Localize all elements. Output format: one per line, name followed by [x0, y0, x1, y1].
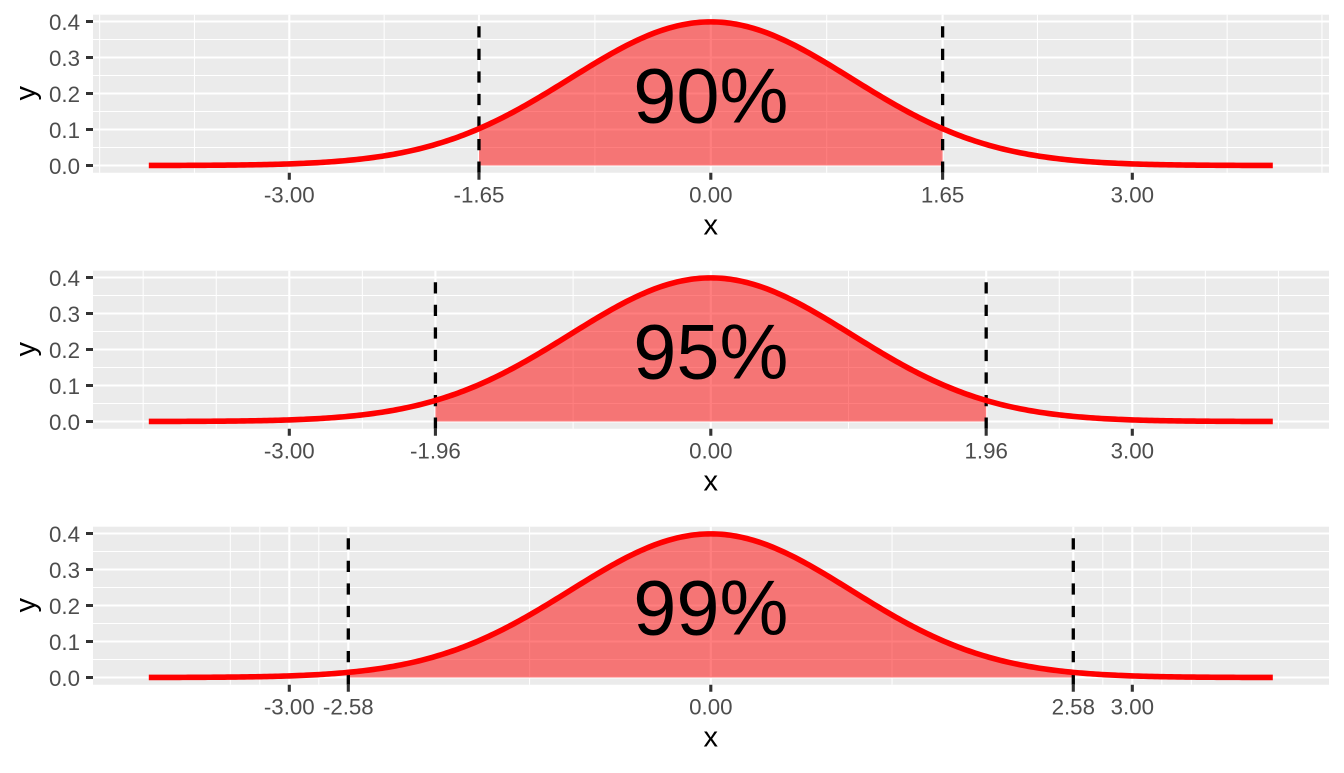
svg-text:0.4: 0.4 [49, 266, 80, 291]
svg-text:y: y [10, 85, 42, 100]
svg-text:95%: 95% [633, 309, 788, 395]
svg-text:x: x [704, 721, 719, 753]
svg-text:0.2: 0.2 [49, 594, 80, 619]
svg-text:3.00: 3.00 [1111, 183, 1154, 208]
svg-text:0.2: 0.2 [49, 82, 80, 107]
svg-text:0.4: 0.4 [49, 522, 80, 547]
svg-text:1.96: 1.96 [964, 439, 1007, 464]
svg-text:0.1: 0.1 [49, 630, 80, 655]
svg-text:-1.96: -1.96 [410, 439, 461, 464]
svg-text:y: y [10, 341, 42, 356]
svg-text:-1.65: -1.65 [454, 183, 505, 208]
svg-text:0.3: 0.3 [49, 558, 80, 583]
svg-text:0.3: 0.3 [49, 302, 80, 327]
svg-text:2.58: 2.58 [1052, 695, 1095, 720]
svg-text:x: x [704, 465, 719, 497]
svg-text:y: y [10, 597, 42, 612]
svg-text:0.00: 0.00 [689, 183, 732, 208]
svg-text:0.0: 0.0 [49, 410, 80, 435]
svg-text:1.65: 1.65 [921, 183, 964, 208]
svg-text:0.3: 0.3 [49, 46, 80, 71]
svg-text:0.0: 0.0 [49, 154, 80, 179]
svg-text:-2.58: -2.58 [323, 695, 374, 720]
svg-text:0.0: 0.0 [49, 666, 80, 691]
svg-text:99%: 99% [633, 565, 788, 651]
svg-text:3.00: 3.00 [1111, 695, 1154, 720]
svg-text:0.4: 0.4 [49, 10, 80, 35]
svg-text:-3.00: -3.00 [264, 695, 315, 720]
svg-text:3.00: 3.00 [1111, 439, 1154, 464]
svg-text:90%: 90% [633, 53, 788, 139]
svg-text:0.2: 0.2 [49, 338, 80, 363]
svg-text:-3.00: -3.00 [264, 439, 315, 464]
svg-text:x: x [704, 209, 719, 241]
svg-text:0.00: 0.00 [689, 439, 732, 464]
svg-text:0.1: 0.1 [49, 118, 80, 143]
svg-text:0.1: 0.1 [49, 374, 80, 399]
svg-text:0.00: 0.00 [689, 695, 732, 720]
svg-text:-3.00: -3.00 [264, 183, 315, 208]
